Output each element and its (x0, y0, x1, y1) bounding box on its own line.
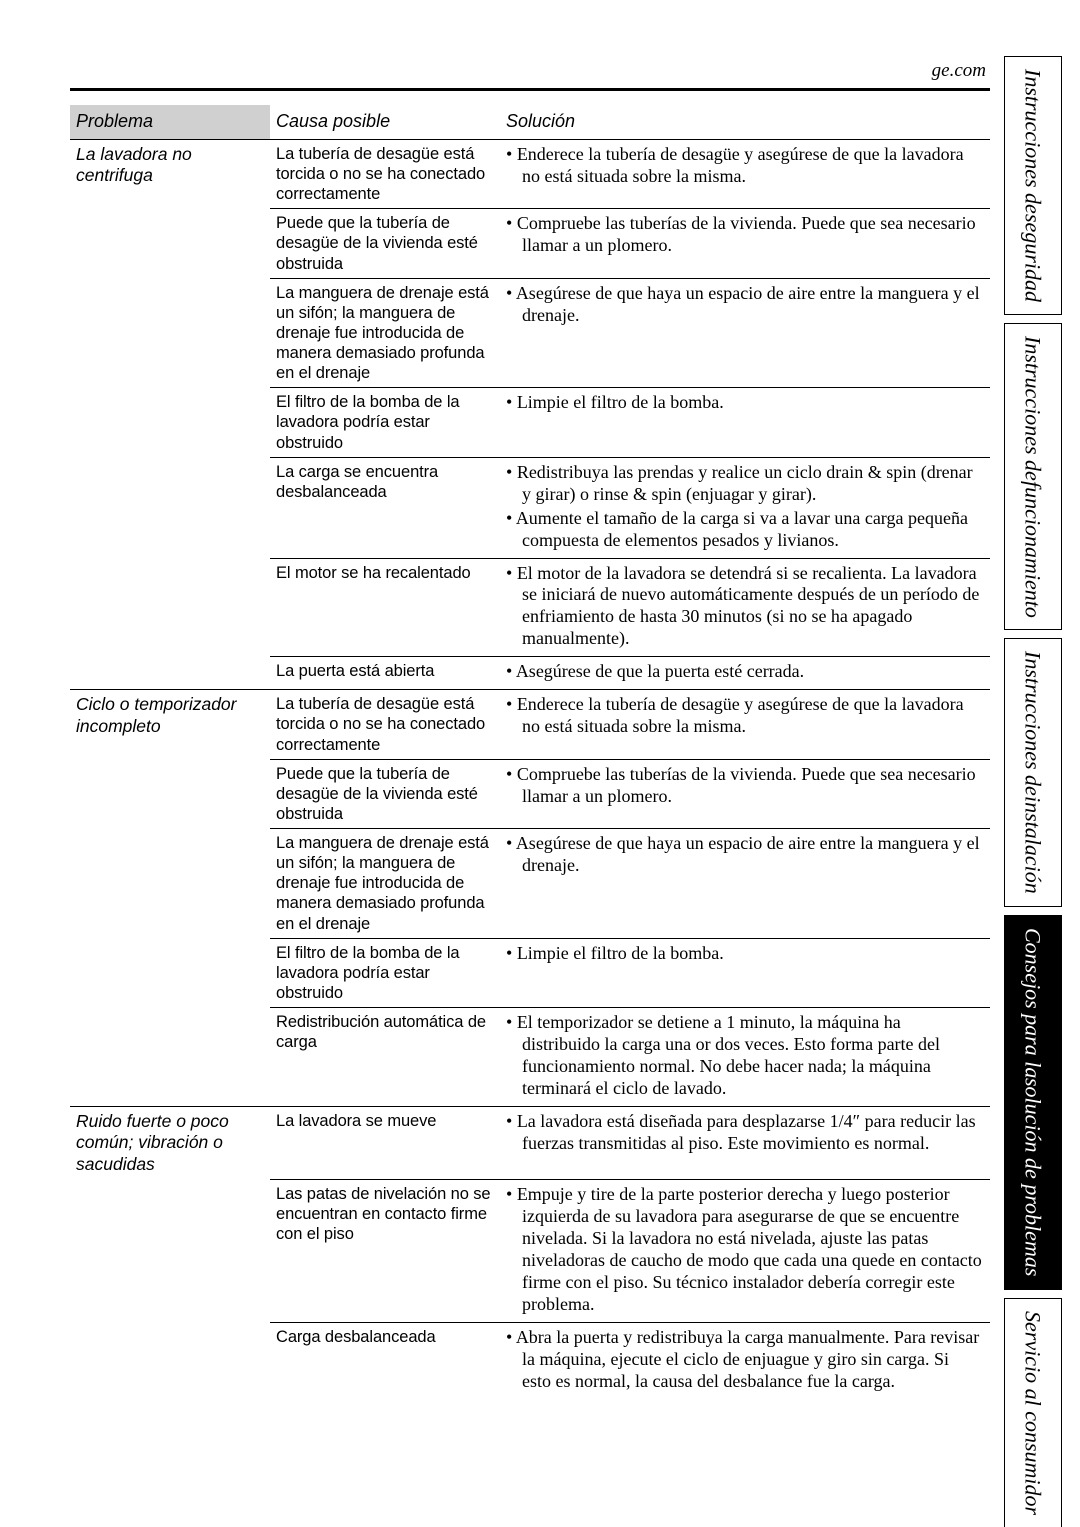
cause-cell: El motor se ha recalentado (270, 558, 500, 656)
solution-bullet: Asegúrese de que la puerta esté cerrada. (506, 661, 982, 683)
header-cause: Causa posible (270, 105, 500, 139)
solution-cell: Asegúrese de que haya un espacio de aire… (500, 278, 990, 387)
side-tab[interactable]: Instrucciones deseguridad (1004, 56, 1062, 315)
solution-bullet: El motor de la lavadora se detendrá si s… (506, 563, 982, 651)
cause-cell: El filtro de la bomba de la lavadora pod… (270, 938, 500, 1007)
solution-bullet: Redistribuya las prendas y realice un ci… (506, 462, 982, 506)
solution-cell: Empuje y tire de la parte posterior dere… (500, 1179, 990, 1321)
solution-bullet: Compruebe las tuberías de la vivienda. P… (506, 764, 982, 808)
problem-cell: Ruido fuerte o poco común; vibración o s… (70, 1106, 270, 1179)
cause-cell: La tubería de desagüe está torcida o no … (270, 690, 500, 759)
side-tabs: Instrucciones deseguridadInstrucciones d… (1004, 56, 1062, 1527)
problem-cell (70, 759, 270, 828)
table-row: El filtro de la bomba de la lavadora pod… (70, 388, 990, 457)
top-rule (70, 88, 990, 91)
cause-cell: La carga se encuentra desbalanceada (270, 457, 500, 557)
table-row: La puerta está abierta Asegúrese de que l… (70, 657, 990, 689)
cause-cell: El filtro de la bomba de la lavadora pod… (270, 388, 500, 457)
solution-bullet: Aumente el tamaño de la carga si va a la… (506, 508, 982, 552)
problem-cell (70, 829, 270, 938)
side-tab[interactable]: Instrucciones defuncionamiento (1004, 323, 1062, 631)
table-row: La carga se encuentra desbalanceadaRedis… (70, 457, 990, 557)
cause-cell: Puede que la tubería de desagüe de la vi… (270, 759, 500, 828)
tab-line: Instrucciones de (1021, 336, 1044, 481)
table-header-row: Problema Causa posible Solución (70, 105, 990, 139)
solution-bullet: Empuje y tire de la parte posterior dere… (506, 1184, 982, 1316)
tab-line: Instrucciones de (1021, 651, 1044, 796)
solution-bullet: Limpie el filtro de la bomba. (506, 943, 982, 965)
solution-cell: El temporizador se detiene a 1 minuto, l… (500, 1008, 990, 1106)
solution-cell: Abra la puerta y redistribuya la carga m… (500, 1322, 990, 1398)
solution-cell: Limpie el filtro de la bomba. (500, 938, 990, 1007)
tab-line: Servicio al consumidor (1021, 1311, 1044, 1515)
cause-cell: La lavadora se mueve (270, 1106, 500, 1179)
table-row: La lavadora no centrifugaLa tubería de d… (70, 139, 990, 208)
solution-cell: La lavadora está diseñada para desplazar… (500, 1106, 990, 1179)
solution-cell: Compruebe las tuberías de la vivienda. P… (500, 209, 990, 278)
solution-cell: Limpie el filtro de la bomba. (500, 388, 990, 457)
table-row: Las patas de nivelación no se encuentran… (70, 1179, 990, 1321)
cause-cell: Redistribución automática de carga (270, 1008, 500, 1106)
solution-bullet: Limpie el filtro de la bomba. (506, 392, 982, 414)
cause-cell: La puerta está abierta (270, 657, 500, 689)
table-row: Carga desbalanceadaAbra la puerta y redi… (70, 1322, 990, 1398)
tab-line: instalación (1021, 796, 1044, 894)
table-row: El filtro de la bomba de la lavadora pod… (70, 938, 990, 1007)
table-row: Ruido fuerte o poco común; vibración o s… (70, 1106, 990, 1179)
solution-bullet: El temporizador se detiene a 1 minuto, l… (506, 1012, 982, 1100)
problem-cell: La lavadora no centrifuga (70, 139, 270, 208)
problem-cell (70, 1008, 270, 1106)
table-row: La manguera de drenaje está un sifón; la… (70, 278, 990, 387)
header-problem: Problema (70, 105, 270, 139)
table-row: El motor se ha recalentadoEl motor de la… (70, 558, 990, 656)
table-row: La manguera de drenaje está un sifón; la… (70, 829, 990, 938)
solution-cell: Redistribuya las prendas y realice un ci… (500, 457, 990, 557)
tab-line: funcionamiento (1021, 481, 1044, 618)
solution-bullet: Enderece la tubería de desagüe y asegúre… (506, 144, 982, 188)
problem-cell (70, 457, 270, 557)
page: ge.com Problema Causa posible Solución L… (0, 0, 1080, 1397)
table-row: Puede que la tubería de desagüe de la vi… (70, 209, 990, 278)
problem-cell (70, 657, 270, 689)
problem-cell (70, 1322, 270, 1398)
cause-cell: La tubería de desagüe está torcida o no … (270, 139, 500, 208)
cause-cell: La manguera de drenaje está un sifón; la… (270, 829, 500, 938)
solution-bullet: Asegúrese de que haya un espacio de aire… (506, 283, 982, 327)
tab-line: solución de problemas (1021, 1078, 1044, 1276)
solution-cell: Asegúrese de que haya un espacio de aire… (500, 829, 990, 938)
top-url: ge.com (70, 60, 990, 82)
solution-bullet: La lavadora está diseñada para desplazar… (506, 1111, 982, 1155)
solution-cell: Enderece la tubería de desagüe y asegúre… (500, 690, 990, 759)
solution-bullet: Abra la puerta y redistribuya la carga m… (506, 1327, 982, 1393)
solution-bullet: Asegúrese de que haya un espacio de aire… (506, 833, 982, 877)
solution-cell: Compruebe las tuberías de la vivienda. P… (500, 759, 990, 828)
problem-cell: Ciclo o temporizador incompleto (70, 690, 270, 759)
problem-cell (70, 938, 270, 1007)
solution-bullet: Enderece la tubería de desagüe y asegúre… (506, 694, 982, 738)
cause-cell: Puede que la tubería de desagüe de la vi… (270, 209, 500, 278)
troubleshooting-table: Problema Causa posible Solución La lavad… (70, 105, 990, 1398)
problem-cell (70, 388, 270, 457)
side-tab[interactable]: Instrucciones deinstalación (1004, 638, 1062, 907)
problem-cell (70, 1179, 270, 1321)
cause-cell: Carga desbalanceada (270, 1322, 500, 1398)
cause-cell: La manguera de drenaje está un sifón; la… (270, 278, 500, 387)
table-row: Ciclo o temporizador incompletoLa tuberí… (70, 690, 990, 759)
side-tab[interactable]: Consejos para lasolución de problemas (1004, 915, 1062, 1290)
tab-line: Instrucciones de (1021, 69, 1044, 214)
cause-cell: Las patas de nivelación no se encuentran… (270, 1179, 500, 1321)
table-row: Redistribución automática de cargaEl tem… (70, 1008, 990, 1106)
tab-line: seguridad (1021, 214, 1044, 302)
solution-cell: Enderece la tubería de desagüe y asegúre… (500, 139, 990, 208)
side-tab[interactable]: Servicio al consumidor (1004, 1298, 1062, 1527)
problem-cell (70, 209, 270, 278)
problem-cell (70, 558, 270, 656)
tab-line: Consejos para la (1021, 928, 1044, 1078)
table-row: Puede que la tubería de desagüe de la vi… (70, 759, 990, 828)
solution-bullet: Compruebe las tuberías de la vivienda. P… (506, 213, 982, 257)
problem-cell (70, 278, 270, 387)
solution-cell: Asegúrese de que la puerta esté cerrada. (500, 657, 990, 689)
solution-cell: El motor de la lavadora se detendrá si s… (500, 558, 990, 656)
header-solution: Solución (500, 105, 990, 139)
